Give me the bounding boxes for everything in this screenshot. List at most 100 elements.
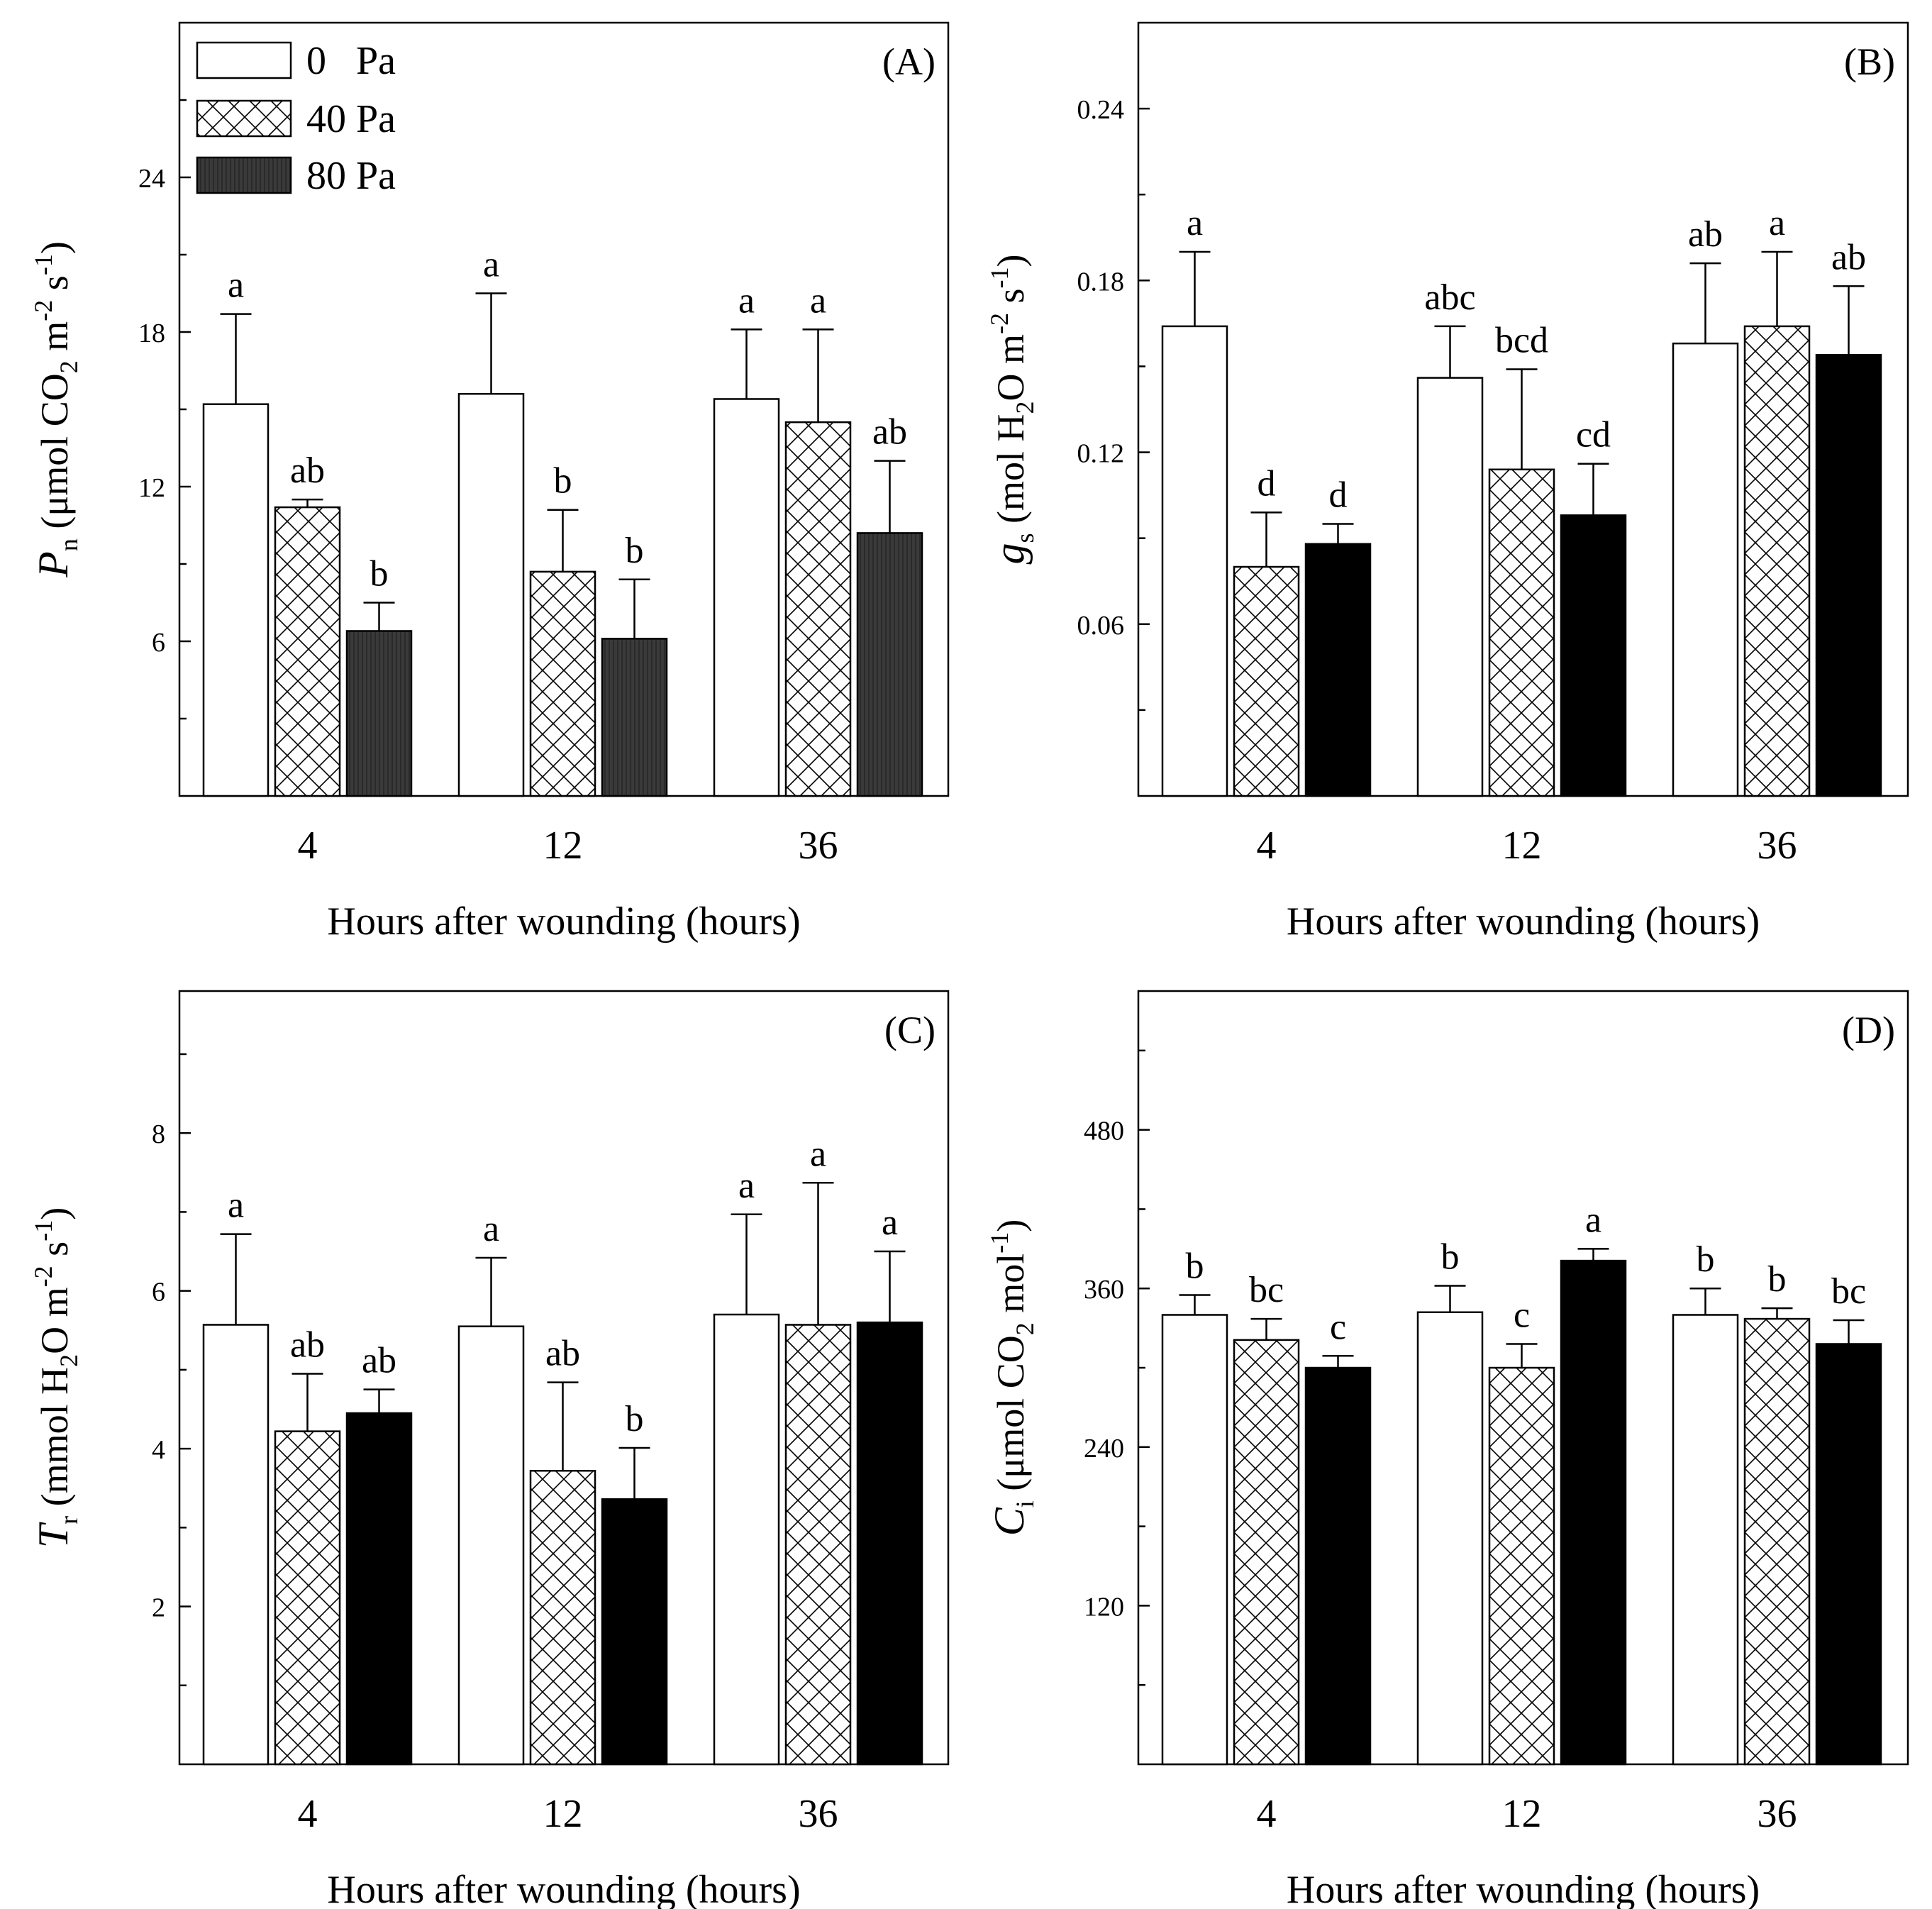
- x-tick-label: 4: [298, 824, 318, 868]
- bar: [601, 638, 668, 797]
- legend-swatch-80pa: [196, 156, 292, 194]
- significance-label: ab: [290, 450, 325, 491]
- bar: [1416, 377, 1484, 797]
- x-tick-label: 36: [1758, 1792, 1797, 1836]
- bar: [784, 421, 852, 797]
- significance-label: d: [1258, 463, 1276, 504]
- significance-label: b: [1768, 1259, 1787, 1300]
- significance-label: b: [626, 531, 644, 571]
- bar: [345, 1412, 413, 1766]
- bar: [1304, 543, 1372, 797]
- bar: [1560, 514, 1627, 797]
- significance-label: b: [626, 1399, 644, 1439]
- panel-c: 2 4 6 8 4 12 36 Hours after wounding (hours) (C)…: [29, 990, 950, 1909]
- x-tick-label: 36: [799, 824, 838, 868]
- bar: [856, 532, 923, 797]
- y-tick-label: 24: [138, 164, 165, 194]
- y-axis-label: Tr (mmol H2O m-2 s-1): [29, 1207, 83, 1548]
- y-tick-label: 0.24: [1077, 95, 1125, 125]
- x-tick-label: 12: [1502, 1792, 1542, 1836]
- bar: [1743, 1317, 1811, 1766]
- x-tick-label: 12: [543, 1792, 583, 1836]
- bar: [856, 1321, 923, 1766]
- significance-label: b: [554, 461, 572, 502]
- significance-label: b: [1441, 1237, 1460, 1278]
- bar: [274, 506, 341, 797]
- y-tick-label: 120: [1084, 1592, 1124, 1622]
- y-axis-label: Ci (μmol CO2 mol-1): [985, 1219, 1039, 1537]
- x-axis-label: Hours after wounding (hours): [1287, 900, 1760, 944]
- significance-label: b: [1186, 1246, 1204, 1287]
- significance-label: cd: [1576, 415, 1611, 455]
- y-tick-label: 8: [152, 1119, 165, 1149]
- bar: [1488, 1366, 1555, 1766]
- y-tick-label: 2: [152, 1593, 165, 1623]
- significance-label: a: [738, 280, 755, 321]
- x-tick-label: 4: [1257, 1792, 1277, 1836]
- panel-b: 0.06 0.12 0.18 0.24 4 12 36 Hours after woundin…: [985, 21, 1909, 944]
- bar: [713, 1313, 780, 1766]
- significance-label: a: [228, 265, 244, 306]
- bar: [1161, 1314, 1228, 1766]
- legend-label-80pa: 80 Pa: [306, 154, 396, 198]
- y-tick-label: 18: [138, 319, 165, 348]
- y-tick-label: 0.18: [1077, 267, 1125, 297]
- bar: [1161, 325, 1228, 797]
- significance-label: c: [1514, 1295, 1530, 1335]
- significance-label: bc: [1249, 1270, 1284, 1310]
- bar: [1743, 325, 1811, 797]
- significance-label: bcd: [1495, 320, 1548, 360]
- bar: [457, 392, 525, 797]
- panel-d: 120 240 360 480 4 12 36 Hours after wounding (h…: [985, 990, 1909, 1909]
- panel-label: (C): [884, 1009, 936, 1051]
- x-tick-label: 36: [799, 1792, 838, 1836]
- x-axis-label: Hours after wounding (hours): [327, 900, 800, 944]
- x-tick-label: 4: [298, 1792, 318, 1836]
- x-axis-label: Hours after wounding (hours): [327, 1868, 800, 1909]
- x-tick-label: 4: [1257, 824, 1277, 868]
- significance-label: a: [810, 1134, 826, 1174]
- legend-label-0pa: 0 Pa: [306, 39, 396, 83]
- significance-label: ab: [1831, 237, 1866, 277]
- significance-label: a: [810, 280, 826, 321]
- y-axis-label: Pn (μmol CO2 m-2 s-1): [29, 241, 83, 578]
- panel-label: (D): [1842, 1009, 1895, 1051]
- bar: [529, 570, 596, 797]
- y-tick-label: 480: [1084, 1117, 1124, 1146]
- significance-label: a: [1769, 203, 1785, 243]
- significance-label: a: [1585, 1200, 1601, 1240]
- legend: 0 Pa 40 Pa 80 Pa: [196, 39, 396, 198]
- significance-label: a: [483, 245, 499, 285]
- x-tick-label: 36: [1758, 824, 1797, 868]
- bar: [1304, 1366, 1372, 1766]
- significance-label: a: [483, 1209, 499, 1249]
- y-tick-label: 0.06: [1077, 611, 1125, 641]
- bar: [784, 1324, 852, 1766]
- y-tick-label: 4: [152, 1435, 165, 1465]
- bar: [202, 1324, 270, 1766]
- bar: [713, 398, 780, 797]
- bar: [1560, 1259, 1627, 1766]
- y-tick-label: 360: [1084, 1275, 1124, 1305]
- bar: [457, 1325, 525, 1766]
- y-tick-label: 6: [152, 1278, 165, 1307]
- bar: [529, 1469, 596, 1766]
- significance-label: abc: [1424, 277, 1475, 318]
- significance-label: ab: [545, 1334, 580, 1374]
- y-tick-label: 240: [1084, 1434, 1124, 1463]
- y-tick-label: 0.12: [1077, 439, 1125, 469]
- significance-label: ab: [290, 1324, 325, 1365]
- significance-label: d: [1329, 475, 1348, 515]
- bar: [1233, 1339, 1300, 1766]
- significance-label: ab: [872, 412, 907, 453]
- significance-label: b: [370, 554, 389, 594]
- legend-label-40pa: 40 Pa: [306, 97, 396, 141]
- significance-label: a: [1187, 203, 1203, 243]
- x-axis-label: Hours after wounding (hours): [1287, 1868, 1760, 1909]
- significance-label: bc: [1831, 1271, 1866, 1312]
- bar: [1233, 565, 1300, 797]
- significance-label: ab: [1688, 214, 1723, 255]
- bar: [1416, 1311, 1484, 1766]
- legend-swatch-0pa: [196, 41, 292, 79]
